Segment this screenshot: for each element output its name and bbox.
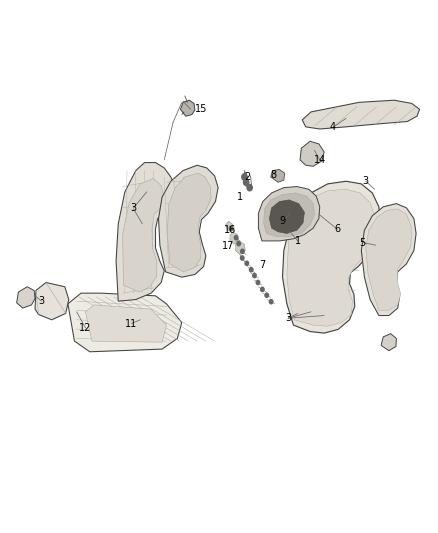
- Text: 15: 15: [195, 104, 208, 114]
- Text: 1: 1: [237, 192, 243, 202]
- Polygon shape: [287, 189, 375, 326]
- Circle shape: [247, 184, 252, 191]
- Polygon shape: [116, 163, 175, 301]
- Text: 1: 1: [295, 236, 301, 246]
- Text: 5: 5: [360, 238, 366, 247]
- Text: 3: 3: [363, 176, 369, 186]
- Polygon shape: [366, 209, 412, 310]
- Polygon shape: [35, 282, 69, 320]
- Polygon shape: [226, 221, 234, 232]
- Text: 3: 3: [285, 313, 291, 323]
- Circle shape: [256, 280, 260, 285]
- Polygon shape: [159, 165, 218, 277]
- Circle shape: [261, 287, 264, 292]
- Text: 3: 3: [131, 203, 137, 213]
- Text: 12: 12: [79, 323, 92, 333]
- Circle shape: [240, 256, 244, 260]
- Polygon shape: [258, 187, 320, 241]
- Text: 3: 3: [39, 296, 45, 306]
- Text: 4: 4: [330, 122, 336, 132]
- Text: 7: 7: [259, 261, 265, 270]
- Circle shape: [265, 293, 268, 297]
- Polygon shape: [180, 100, 195, 116]
- Polygon shape: [236, 241, 245, 255]
- Text: 2: 2: [244, 172, 251, 182]
- Circle shape: [230, 227, 233, 231]
- Text: 11: 11: [125, 319, 138, 328]
- Polygon shape: [271, 169, 285, 182]
- Text: 6: 6: [334, 224, 340, 234]
- Circle shape: [269, 300, 273, 304]
- Circle shape: [253, 273, 256, 278]
- Text: 14: 14: [314, 155, 326, 165]
- Polygon shape: [381, 334, 396, 351]
- Polygon shape: [361, 204, 416, 316]
- Text: 16: 16: [224, 225, 236, 235]
- Polygon shape: [302, 100, 420, 129]
- Polygon shape: [167, 173, 211, 272]
- Circle shape: [241, 249, 244, 254]
- Polygon shape: [300, 141, 324, 166]
- Polygon shape: [17, 287, 35, 308]
- Polygon shape: [269, 200, 304, 233]
- Circle shape: [234, 236, 238, 240]
- Polygon shape: [68, 293, 182, 352]
- Polygon shape: [283, 181, 380, 333]
- Circle shape: [244, 179, 249, 185]
- Polygon shape: [123, 179, 164, 292]
- Circle shape: [237, 241, 240, 246]
- Text: 17: 17: [222, 241, 234, 251]
- Circle shape: [245, 261, 249, 265]
- Polygon shape: [264, 193, 314, 237]
- Circle shape: [242, 174, 247, 180]
- Polygon shape: [85, 305, 166, 342]
- Polygon shape: [230, 232, 239, 244]
- Text: 8: 8: [271, 170, 277, 180]
- Circle shape: [249, 268, 253, 272]
- Text: 9: 9: [279, 216, 286, 226]
